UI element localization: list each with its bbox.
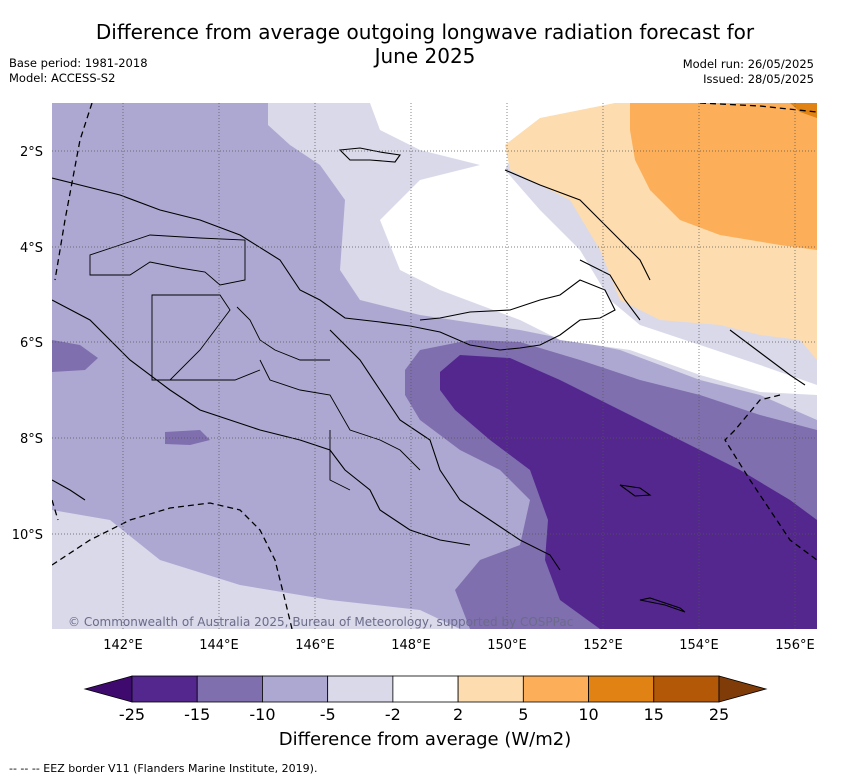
colorbar-label: 10 [578, 705, 598, 724]
colorbar-label: -15 [184, 705, 210, 724]
colorbar-cell [653, 675, 720, 703]
lat-tick-label: 8°S [20, 432, 43, 447]
colorbar-label: -5 [320, 705, 336, 724]
new-ireland [504, 169, 651, 281]
colorbar-min-arrow [83, 675, 133, 703]
new-guinea-north-coast [52, 177, 616, 351]
trobriand-island [619, 484, 652, 497]
lon-tick-label: 156°E [775, 638, 815, 653]
colorbar-label: 2 [453, 705, 463, 724]
gridlines [52, 103, 817, 629]
lon-tick-label: 146°E [295, 638, 335, 653]
lon-tick-label: 154°E [679, 638, 719, 653]
band-minus2-plus2 [370, 103, 817, 395]
colorbar-cell [196, 675, 263, 703]
coastlines [52, 147, 806, 613]
model-run-text: Model run: 26/05/2025 [682, 57, 814, 71]
chart-title: Difference from average outgoing longwav… [0, 20, 850, 68]
lon-tick-label: 150°E [487, 638, 527, 653]
footnote: -- -- -- EEZ border V11 (Flanders Marine… [9, 762, 318, 775]
colorbar-cells [131, 675, 720, 703]
manus-island [338, 147, 401, 163]
colorbar-cell [131, 675, 198, 703]
colorbar-title: Difference from average (W/m2) [278, 729, 572, 750]
lat-tick-label: 4°S [20, 241, 43, 256]
colorbar-label: -10 [249, 705, 275, 724]
colorbar-cell [522, 675, 589, 703]
title-line-2: June 2025 [374, 44, 476, 68]
australia-tip [52, 479, 86, 501]
meta-left: Base period: 1981-2018 Model: ACCESS-S2 [9, 56, 148, 86]
lat-tick-label: 6°S [20, 336, 43, 351]
base-period-text: Base period: 1981-2018 [9, 56, 148, 70]
new-guinea-south-coast [52, 299, 471, 546]
lon-tick-label: 148°E [391, 638, 431, 653]
province-borders [89, 234, 421, 491]
meta-right: Model run: 26/05/2025 Issued: 28/05/2025 [683, 57, 814, 87]
lon-tick-label: 144°E [199, 638, 239, 653]
copyright-text: © Commonwealth of Australia 2025, Bureau… [68, 615, 573, 629]
bougainville [579, 259, 641, 321]
band-minus5-minus2-south [52, 510, 460, 629]
band-west-patch [52, 340, 98, 372]
band-plus5-plus10 [630, 103, 817, 250]
issued-text: Issued: 28/05/2025 [703, 72, 814, 86]
colorbar-label: 15 [644, 705, 664, 724]
lon-tick-labels: 142°E 144°E 146°E 148°E 150°E 152°E 154°… [103, 638, 815, 653]
eez-borders [52, 103, 817, 629]
colorbar-cell [457, 675, 524, 703]
title-line-1: Difference from average outgoing longwav… [95, 20, 755, 44]
solomon-coast [729, 329, 806, 386]
colorbar-max-arrow [718, 675, 768, 703]
colorbar-label: -2 [385, 705, 401, 724]
colorbar-labels: -25 -15 -10 -5 -2 2 5 10 15 25 [119, 705, 729, 724]
band-west-patch-2 [165, 430, 210, 445]
colorbar-cell [588, 675, 655, 703]
colorbar-cell [392, 675, 459, 703]
anomaly-field [52, 103, 817, 629]
lat-tick-labels: 2°S 4°S 6°S 8°S 10°S [12, 145, 43, 543]
band-minus25-minus15 [440, 355, 817, 629]
model-text: Model: ACCESS-S2 [9, 71, 116, 85]
colorbar-cell [327, 675, 394, 703]
colorbar: -25 -15 -10 -5 -2 2 5 10 15 25 [83, 675, 768, 724]
colorbar-label: 5 [518, 705, 528, 724]
colorbar-label: 25 [709, 705, 729, 724]
colorbar-label: -25 [119, 705, 145, 724]
new-guinea-south-east-coast [329, 329, 561, 571]
lon-tick-label: 142°E [103, 638, 143, 653]
colorbar-cell [262, 675, 329, 703]
lat-tick-label: 10°S [12, 528, 43, 543]
louisiade-island [639, 597, 686, 613]
lon-tick-label: 152°E [583, 638, 623, 653]
lat-tick-label: 2°S [20, 145, 43, 160]
